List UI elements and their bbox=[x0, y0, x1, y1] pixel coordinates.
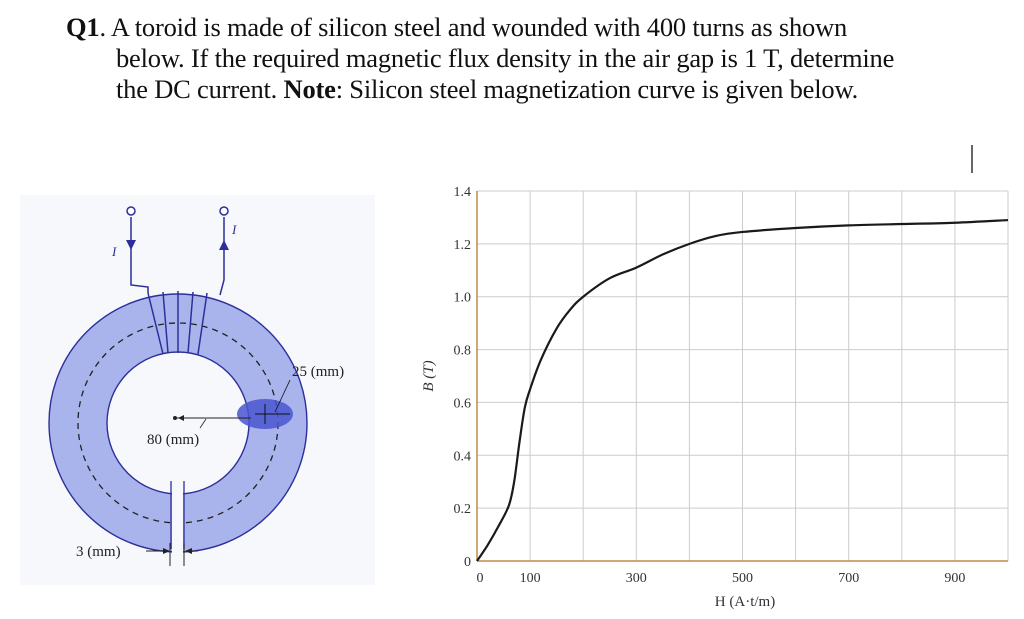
y-tick-label: 0.8 bbox=[454, 344, 472, 359]
question-line-3: the DC current. Note: Silicon steel magn… bbox=[116, 74, 859, 104]
cross-section-label: 25 (mm) bbox=[292, 364, 344, 380]
x-tick-label: 300 bbox=[626, 571, 647, 586]
current-label-in: I bbox=[111, 244, 117, 259]
x-tick-labels: 0 100 300 500 700 900 bbox=[477, 571, 966, 586]
chart-grid bbox=[477, 190, 1009, 561]
y-tick-label: 1.2 bbox=[454, 238, 472, 253]
x-axis-label: H (A·t/m) bbox=[715, 594, 775, 610]
y-tick-label: 0.2 bbox=[454, 502, 472, 517]
x-tick-label: 100 bbox=[520, 571, 541, 586]
question-text: Q1. A toroid is made of silicon steel an… bbox=[66, 12, 986, 105]
note-label: Note bbox=[283, 74, 336, 104]
gap-label: 3 (mm) bbox=[76, 544, 121, 560]
y-axis-label: B (T) bbox=[421, 360, 437, 391]
text-cursor-mark bbox=[971, 145, 973, 173]
y-tick-label: 1.4 bbox=[454, 185, 472, 200]
current-in-arrow-icon bbox=[126, 240, 136, 250]
radius-label: 80 (mm) bbox=[147, 432, 199, 448]
x-tick-label: 700 bbox=[838, 571, 859, 586]
x-tick-label: 500 bbox=[732, 571, 753, 586]
terminal-out bbox=[219, 206, 229, 216]
x-tick-label: 900 bbox=[944, 571, 965, 586]
y-tick-label: 1.0 bbox=[454, 291, 472, 306]
question-number: Q1 bbox=[66, 12, 100, 42]
coil-windings bbox=[130, 217, 225, 355]
bh-curve bbox=[476, 218, 1009, 562]
y-tick-label: 0.4 bbox=[454, 449, 472, 464]
x-tick-label: 0 bbox=[477, 571, 484, 586]
terminal-in bbox=[126, 206, 136, 216]
toroid-figure: I I 25 (mm) 80 (mm) 3 (mm) bbox=[20, 195, 375, 585]
current-out-arrow-icon bbox=[219, 240, 229, 250]
current-label-out: I bbox=[231, 222, 237, 237]
y-tick-label: 0.6 bbox=[454, 396, 472, 411]
question-line-1: Q1. A toroid is made of silicon steel an… bbox=[66, 12, 848, 42]
y-tick-labels: 0 0.2 0.4 0.6 0.8 1.0 1.2 1.4 bbox=[454, 185, 472, 570]
question-line-2: below. If the required magnetic flux den… bbox=[116, 43, 895, 73]
y-tick-label: 0 bbox=[464, 555, 471, 570]
